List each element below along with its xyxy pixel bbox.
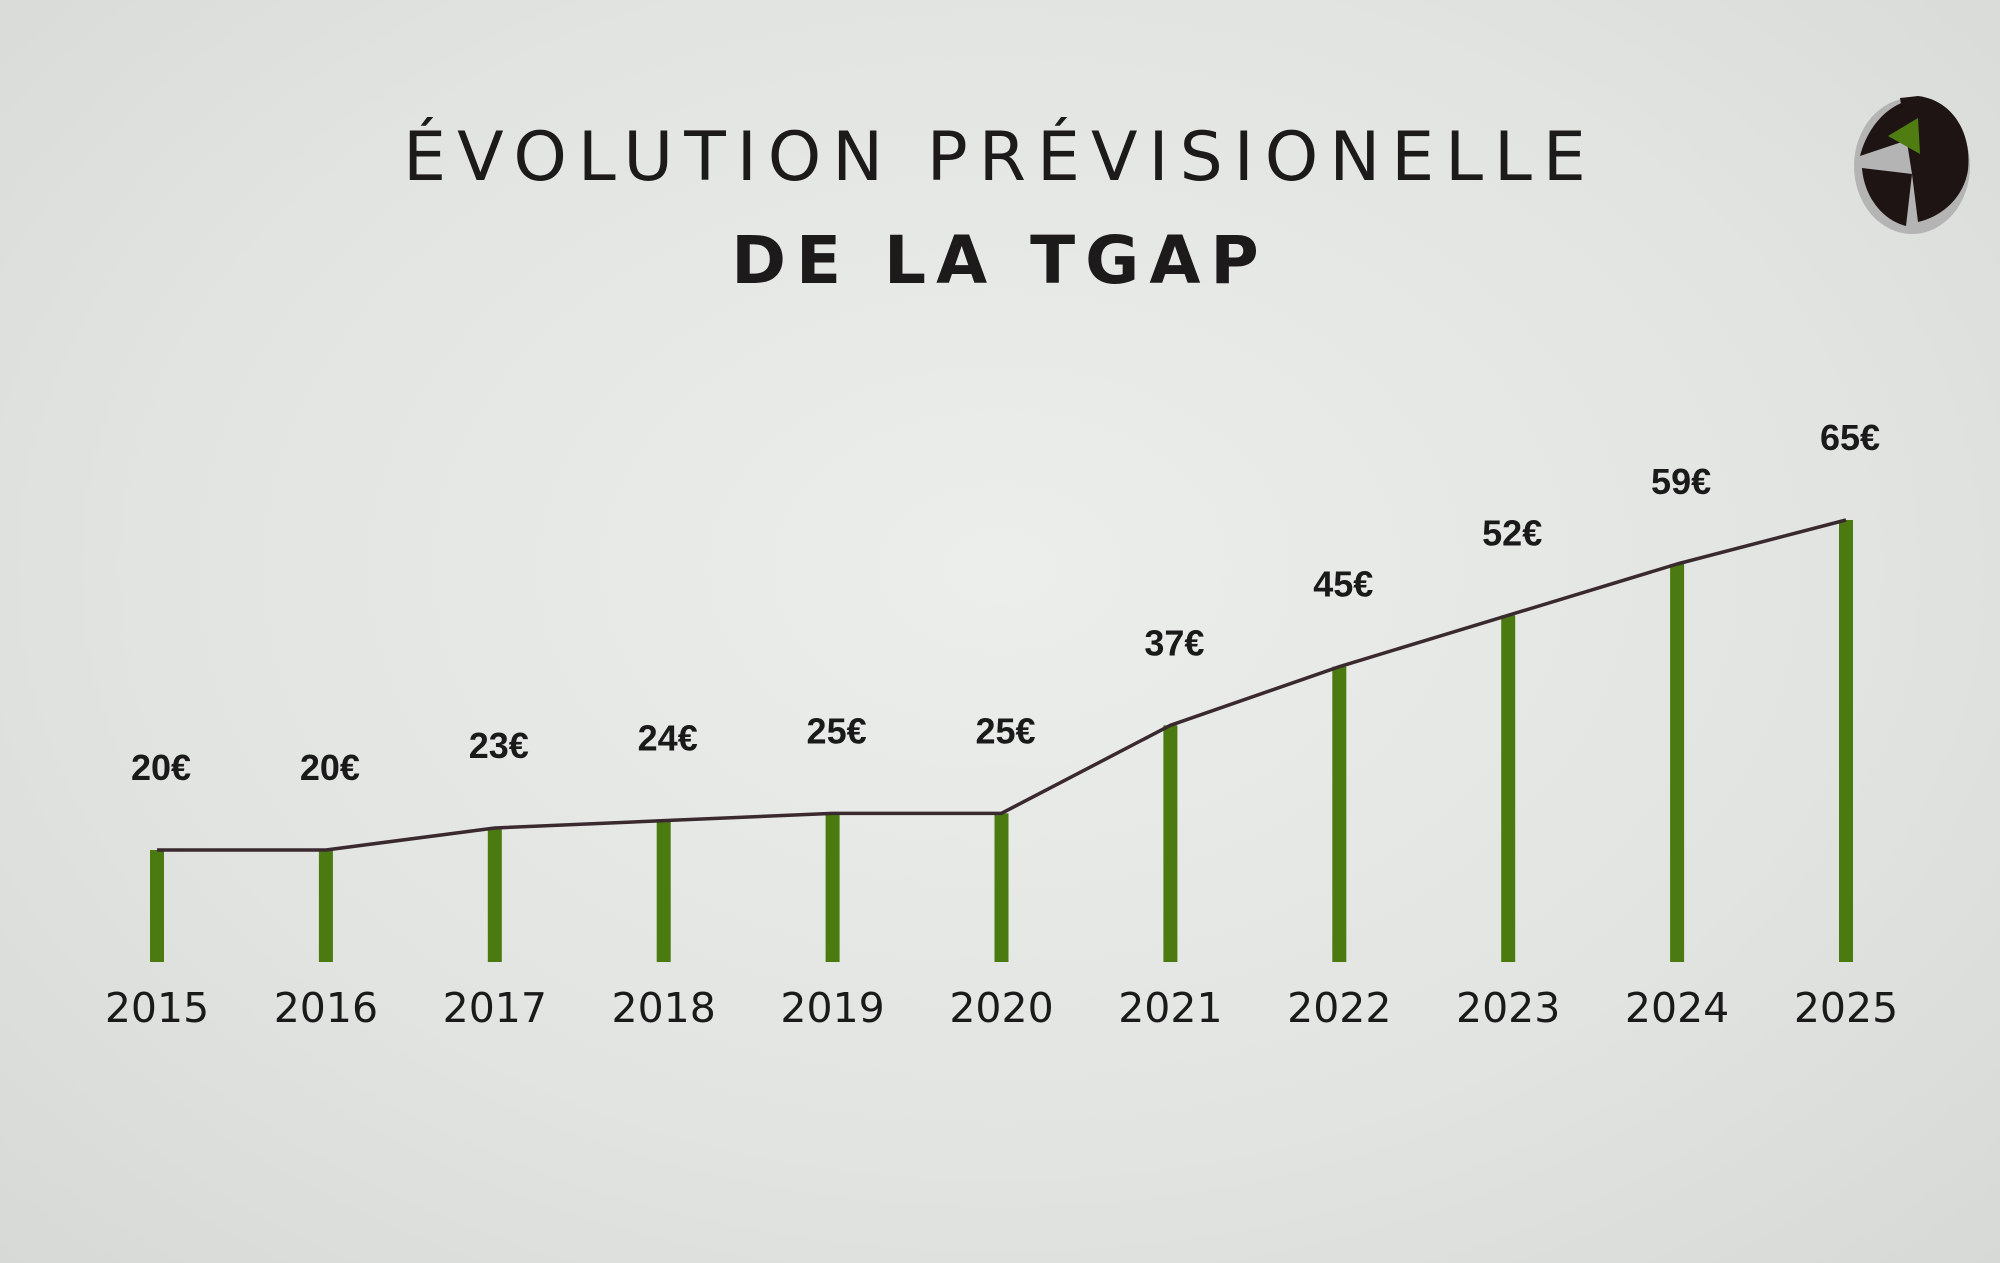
year-label-2020: 2020 [949, 984, 1053, 1032]
value-label-2019: 25€ [807, 710, 867, 751]
bar-2024 [1670, 564, 1685, 962]
bar-2022 [1332, 666, 1347, 962]
year-label-2023: 2023 [1456, 984, 1560, 1032]
value-label-2017: 23€ [469, 725, 529, 766]
pie-chart-logo-icon [1854, 96, 1970, 234]
bar-2025 [1839, 520, 1853, 962]
value-label-group: 20€ 20€ 23€ 24€ 25€ 25€ 37€ 45€ 52€ 59€ 65€ [131, 417, 1880, 788]
bar-2020 [994, 813, 1009, 962]
value-label-2021: 37€ [1144, 622, 1204, 663]
logo-segment-dark-bottom [1862, 168, 1912, 226]
value-label-2016: 20€ [300, 747, 360, 788]
bar-2019 [825, 813, 840, 962]
year-label-2025: 2025 [1794, 984, 1898, 1032]
bar-group [150, 520, 1853, 962]
year-label-2019: 2019 [780, 984, 884, 1032]
value-label-2020: 25€ [975, 710, 1035, 751]
logo-segment-green [1888, 118, 1920, 154]
year-label-2024: 2024 [1625, 984, 1729, 1032]
year-label-2017: 2017 [443, 984, 547, 1032]
value-label-2025: 65€ [1820, 417, 1880, 458]
bar-2015 [150, 850, 164, 962]
value-label-2024: 59€ [1651, 461, 1711, 502]
bar-2021 [1163, 725, 1178, 962]
year-label-group: 2015 2016 2017 2018 2019 2020 2021 2022 2023 2024… [105, 984, 1898, 1032]
value-label-2022: 45€ [1313, 564, 1373, 605]
chart-title-line-1: ÉVOLUTION PRÉVISIONELLE [403, 118, 1597, 197]
trend-line [157, 518, 1847, 852]
value-label-2023: 52€ [1482, 512, 1542, 553]
bar-2017 [487, 828, 502, 962]
value-label-2015: 20€ [131, 747, 191, 788]
year-label-2018: 2018 [612, 984, 716, 1032]
year-label-2016: 2016 [274, 984, 378, 1032]
year-label-2022: 2022 [1287, 984, 1391, 1032]
bar-2023 [1501, 615, 1516, 962]
year-label-2021: 2021 [1118, 984, 1222, 1032]
bar-2016 [318, 850, 333, 962]
year-label-2015: 2015 [105, 984, 209, 1032]
value-label-2018: 24€ [638, 718, 698, 759]
chart-title-line-2: DE LA TGAP [731, 222, 1269, 299]
bar-2018 [656, 820, 671, 962]
